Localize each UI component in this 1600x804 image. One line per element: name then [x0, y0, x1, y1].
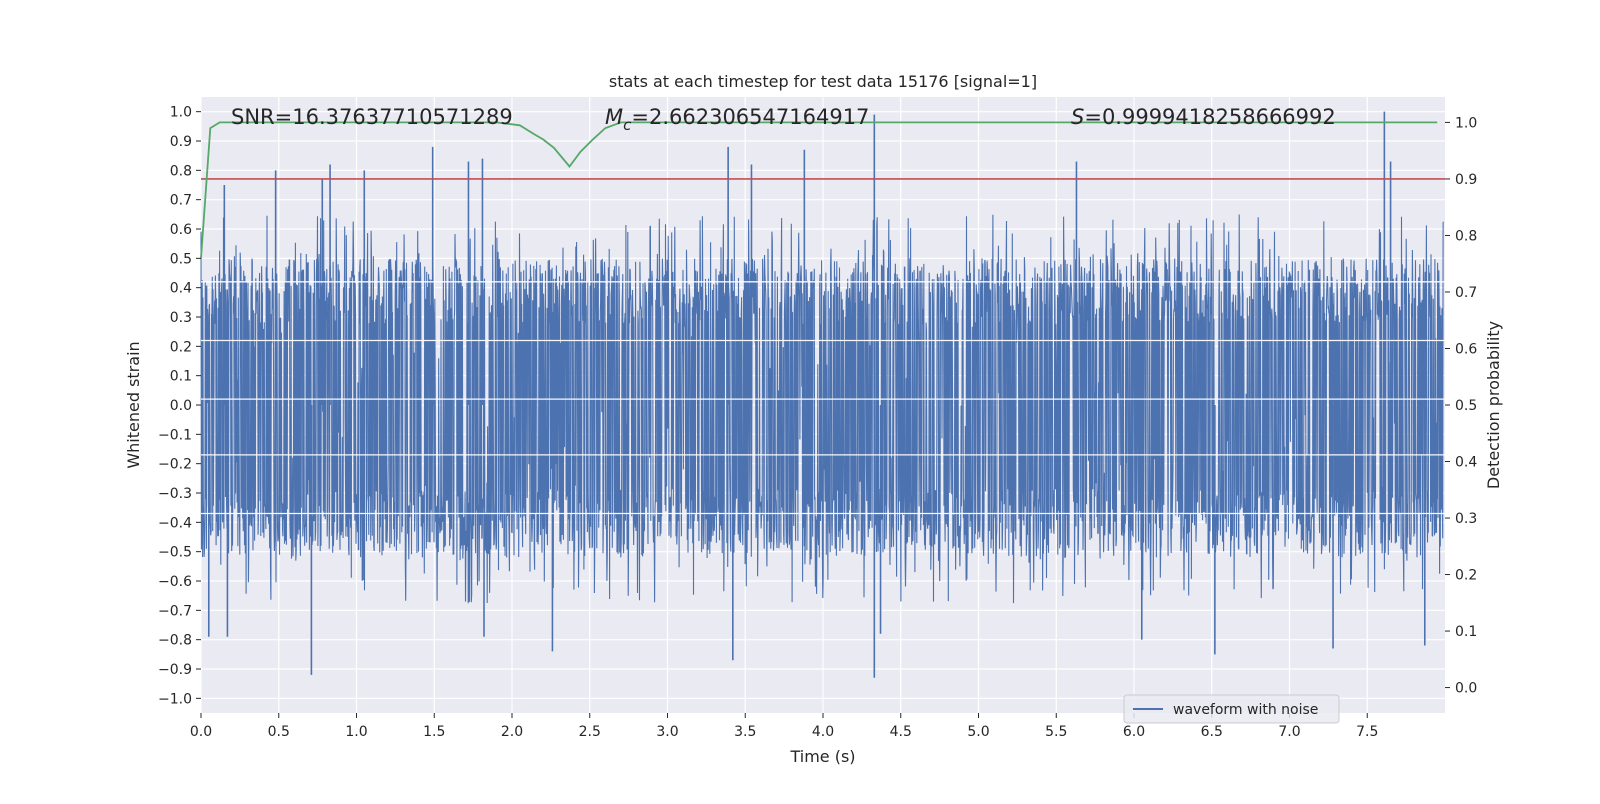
y-tick-label: −0.7	[158, 603, 192, 619]
x-tick-label: 0.5	[268, 724, 290, 740]
score-annotation: S=0.9999418258666992	[1071, 105, 1336, 129]
x-tick-label: 0.0	[190, 724, 212, 740]
y-tick-label: −1.0	[158, 691, 192, 707]
detection-probability-line	[200, 121, 1438, 259]
x-tick-label: 4.5	[890, 724, 912, 740]
x-tick-label: 6.5	[1201, 724, 1223, 740]
x-tick-label: 2.5	[579, 724, 601, 740]
y-tick-label: 1.0	[170, 105, 192, 121]
y-tick-label: 0.4	[170, 281, 192, 297]
y-tick-label: −0.3	[158, 486, 192, 502]
y-tick-label: 0.8	[170, 163, 192, 179]
y2-axis-label: Detection probability	[1484, 321, 1503, 489]
waveform-line	[200, 214, 1444, 604]
snr-annotation: SNR=16.37637710571289	[231, 105, 513, 129]
y-axis-label: Whitened strain	[124, 341, 143, 468]
legend-box	[1123, 694, 1340, 724]
y-tick-label: 0.7	[170, 193, 192, 209]
x-tick-label: 3.5	[734, 724, 756, 740]
y-tick-label: 0.0	[170, 398, 192, 414]
y2-tick-label: 0.4	[1455, 455, 1477, 471]
chirp-mass-symbol: M	[605, 105, 623, 129]
y2-tick-label: 1.0	[1455, 115, 1477, 131]
y2-tick-label: 0.0	[1455, 681, 1477, 697]
chirp-mass-subscript: c	[623, 116, 632, 134]
y-tick-label: −0.1	[158, 427, 192, 443]
y-tick-label: 0.3	[170, 310, 192, 326]
legend: waveform with noise	[1123, 694, 1340, 724]
x-tick-label: 6.0	[1123, 724, 1145, 740]
y-tick-label: −0.9	[158, 662, 192, 678]
legend-label-waveform: waveform with noise	[1173, 702, 1318, 718]
score-symbol: S	[1071, 105, 1084, 129]
data-layer	[200, 111, 1445, 678]
y2-tick-label: 0.7	[1455, 285, 1477, 301]
y-tick-label: −0.2	[158, 457, 192, 473]
x-tick-label: 3.0	[656, 724, 678, 740]
y2-tick-label: 0.8	[1455, 228, 1477, 244]
y2-tick-label: 0.5	[1455, 398, 1477, 414]
y2-tick-label: 0.3	[1455, 511, 1477, 527]
y2-tick-label: 0.2	[1455, 568, 1477, 584]
x-tick-label: 2.0	[501, 724, 523, 740]
x-tick-label: 7.5	[1356, 724, 1378, 740]
tick-labels: 0.0 0.5 1.0 1.5 2.0 2.5 3.0 3.5 4.0 4.5 5.0 5.5 6.0 6…	[158, 105, 1477, 740]
score-value: =0.9999418258666992	[1084, 105, 1335, 129]
x-tick-label: 1.5	[423, 724, 445, 740]
y-tick-label: −0.8	[158, 633, 192, 649]
chart-title: stats at each timestep for test data 151…	[609, 72, 1037, 91]
x-tick-label: 1.0	[345, 724, 367, 740]
x-tick-label: 5.0	[967, 724, 989, 740]
chirp-mass-annotation: Mc=2.662306547164917	[605, 105, 869, 134]
x-tick-label: 4.0	[812, 724, 834, 740]
x-tick-label: 5.5	[1045, 724, 1067, 740]
y-tick-label: 0.6	[170, 222, 192, 238]
chirp-mass-value: =2.662306547164917	[631, 105, 869, 129]
y-tick-label: 0.1	[170, 369, 192, 385]
y-tick-label: 0.5	[170, 251, 192, 267]
x-axis-label: Time (s)	[789, 747, 855, 766]
y-tick-label: −0.6	[158, 574, 192, 590]
y-tick-label: 0.2	[170, 339, 192, 355]
y2-tick-label: 0.1	[1455, 624, 1477, 640]
y2-tick-label: 0.6	[1455, 341, 1477, 357]
y2-tick-label: 0.9	[1455, 172, 1477, 188]
y-tick-label: −0.4	[158, 515, 192, 531]
y-tick-label: −0.5	[158, 545, 192, 561]
y-tick-label: 0.9	[170, 134, 192, 150]
x-tick-label: 7.0	[1278, 724, 1300, 740]
